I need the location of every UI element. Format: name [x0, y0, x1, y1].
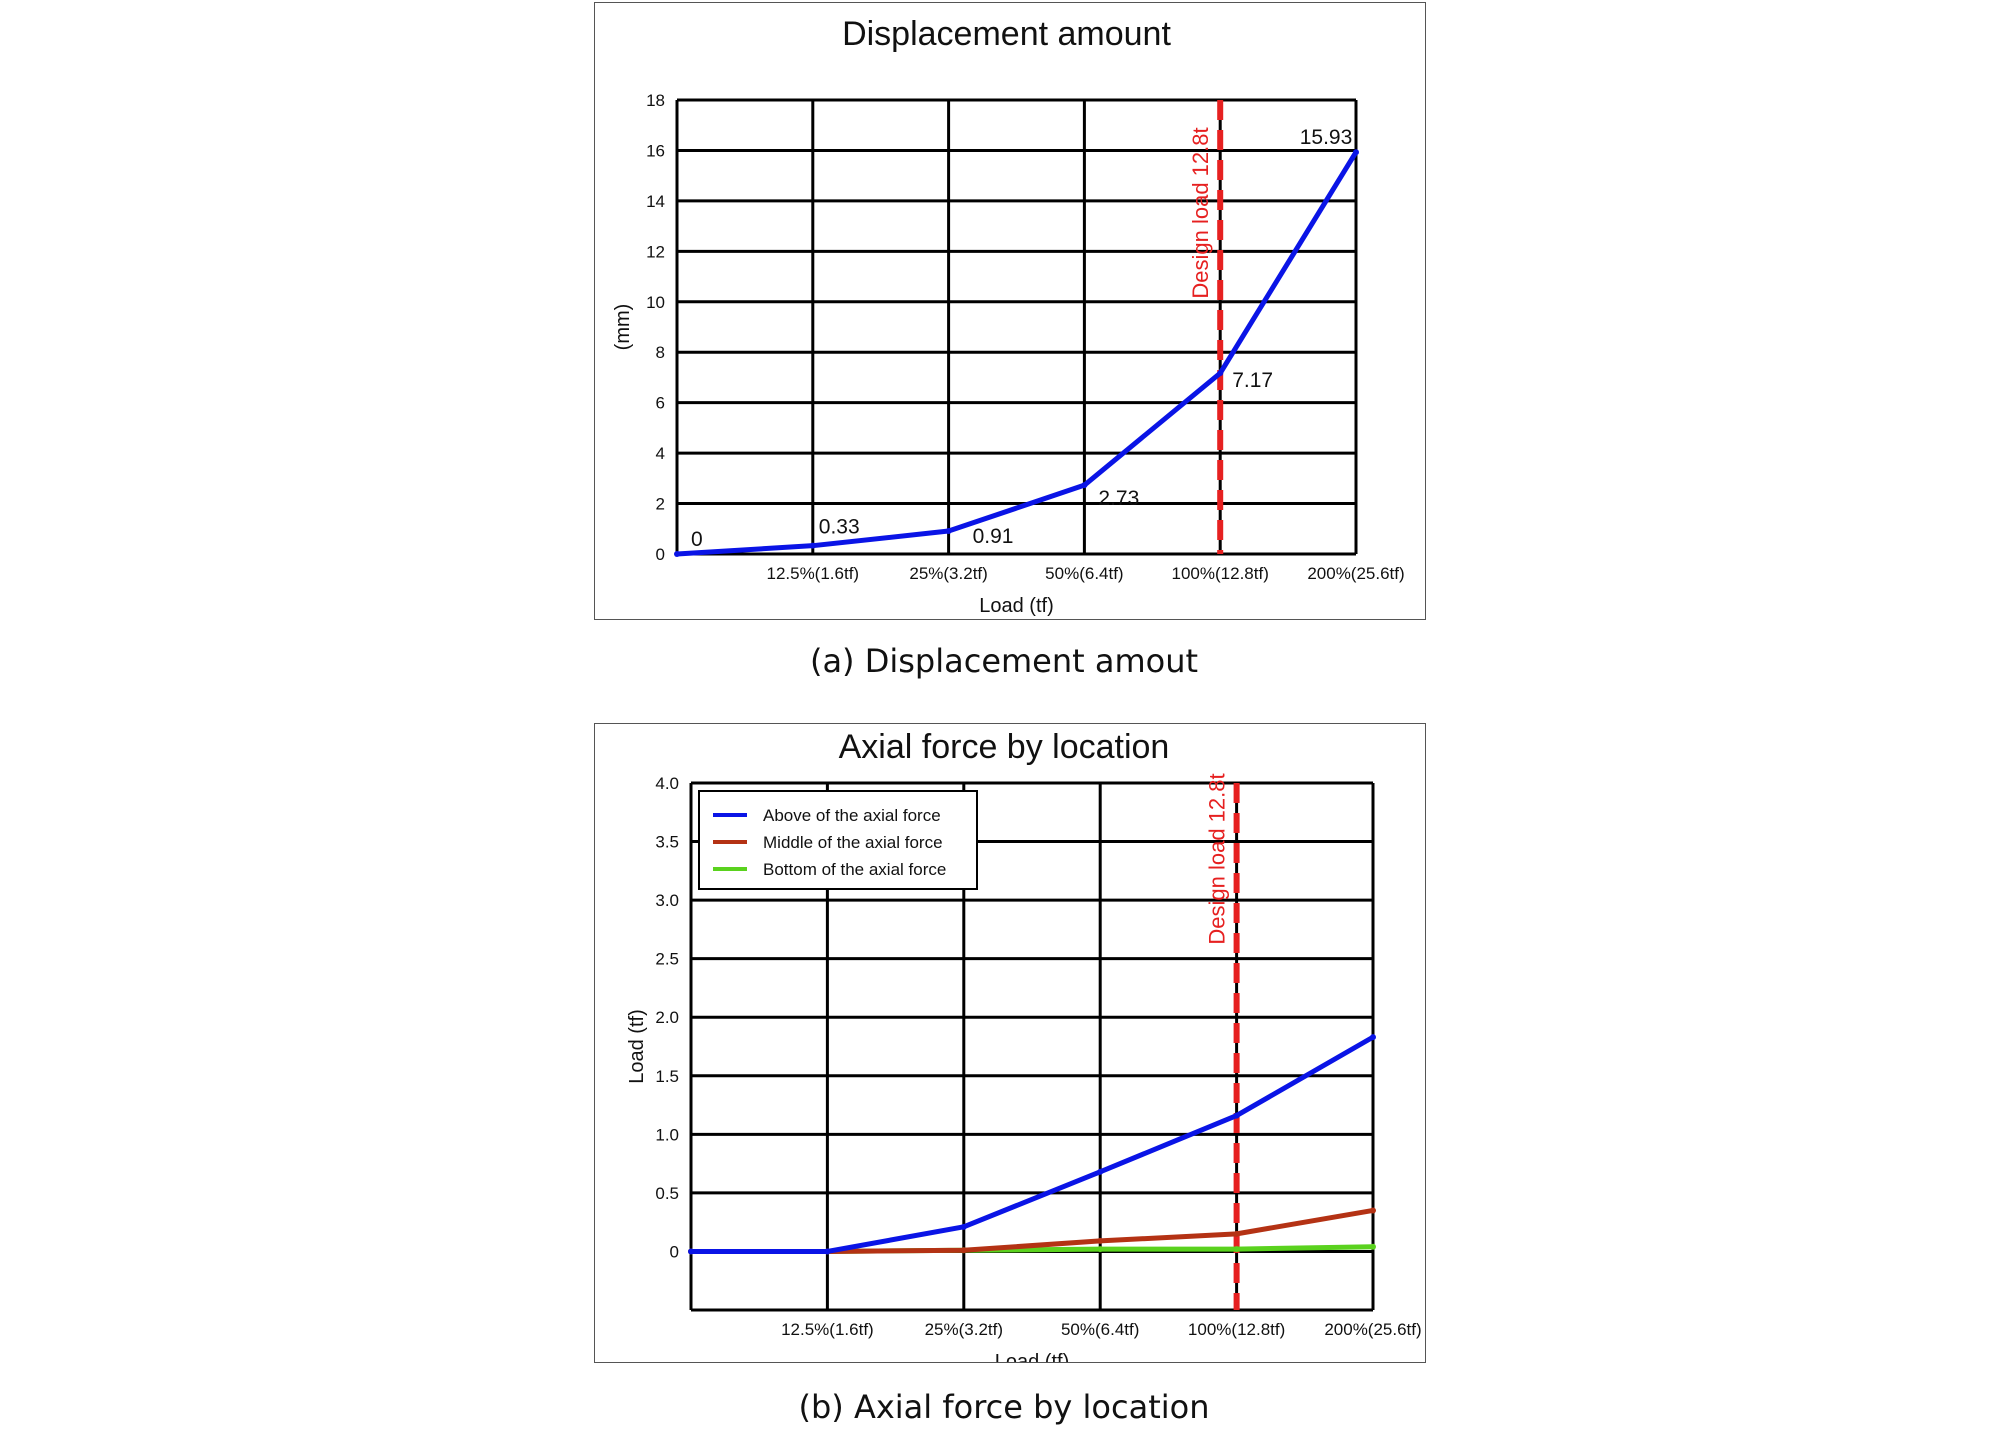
data-label: 7.17 — [1232, 369, 1273, 392]
y-tick-label: 2.0 — [655, 1008, 679, 1027]
y-tick-label: 8 — [656, 343, 665, 362]
x-tick-label: 25%(3.2tf) — [909, 564, 987, 583]
chart-title: Displacement amount — [842, 15, 1171, 53]
y-tick-label: 0 — [670, 1242, 679, 1261]
displacement-chart: Displacement amount 0 2 4 6 8 10 12 14 16 18 12.5%(… — [612, 15, 1405, 617]
data-label: 2.73 — [1098, 487, 1139, 510]
chart-title: Axial force by location — [839, 728, 1170, 766]
y-tick-label: 0 — [656, 545, 665, 564]
legend-label: Bottom of the axial force — [763, 860, 946, 879]
design-load-label: Design load 12.8t — [1205, 773, 1230, 944]
data-label: 0 — [691, 528, 703, 551]
data-point — [1217, 370, 1224, 377]
data-label: 0.33 — [819, 516, 860, 539]
y-tick-label: 12 — [646, 242, 665, 261]
y-tick-label: 2 — [656, 495, 665, 514]
chart-a-panel: Displacement amount 0 2 4 6 8 10 12 14 16 18 12.5%(… — [594, 2, 1426, 620]
y-tick-label: 4.0 — [655, 774, 679, 793]
x-tick-label: 100%(12.8tf) — [1188, 1320, 1285, 1339]
series-line — [691, 1034, 1375, 1254]
legend-label: Middle of the axial force — [763, 833, 943, 852]
x-tick-label: 50%(6.4tf) — [1061, 1320, 1139, 1339]
y-tick-label: 4 — [656, 444, 665, 463]
data-point — [1097, 1246, 1104, 1253]
x-tick-label: 12.5%(1.6tf) — [766, 564, 859, 583]
y-tick-label: 1.0 — [655, 1125, 679, 1144]
y-tick-label: 10 — [646, 293, 665, 312]
data-point — [1081, 482, 1088, 489]
data-point — [960, 1247, 967, 1254]
y-axis-label: Load (tf) — [626, 1009, 648, 1083]
x-tick-label: 12.5%(1.6tf) — [781, 1320, 874, 1339]
y-tick-label: 2.5 — [655, 950, 679, 969]
data-point — [1233, 1246, 1240, 1253]
y-tick-label: 1.5 — [655, 1067, 679, 1086]
data-label: 0.91 — [973, 525, 1014, 548]
chart-b-caption: (b) Axial force by location — [798, 1388, 1210, 1426]
data-point — [1370, 1207, 1376, 1214]
x-tick-label: 100%(12.8tf) — [1172, 564, 1269, 583]
y-tick-label: 3.5 — [655, 833, 679, 852]
data-point — [824, 1248, 831, 1255]
y-tick-label: 18 — [646, 91, 665, 110]
data-point — [688, 1248, 694, 1255]
data-point — [1097, 1168, 1104, 1175]
chart-b-panel: Axial force by location 0 0.5 1.0 1.5 2.0 2.5 3… — [594, 723, 1426, 1363]
y-tick-label: 6 — [656, 394, 665, 413]
data-point — [1097, 1237, 1104, 1244]
y-tick-label: 14 — [646, 192, 665, 211]
data-point — [1233, 1112, 1240, 1119]
x-axis-label: Load (tf) — [979, 595, 1053, 617]
x-tick-label: 200%(25.6tf) — [1307, 564, 1404, 583]
series-line — [676, 150, 1359, 557]
chart-a-caption: (a) Displacement amout — [809, 642, 1199, 680]
y-axis-label: (mm) — [612, 304, 634, 351]
data-point — [1353, 149, 1359, 156]
data-point — [960, 1223, 967, 1230]
series-line — [691, 1207, 1374, 1254]
data-label: 15.93 — [1300, 126, 1353, 149]
data-point — [945, 528, 952, 535]
data-point — [1233, 1230, 1240, 1237]
axial-force-chart: Axial force by location 0 0.5 1.0 1.5 2.0 2.5 3… — [626, 728, 1422, 1362]
legend-box — [698, 790, 978, 890]
data-point — [1370, 1034, 1376, 1041]
data-point — [1370, 1243, 1376, 1250]
x-axis-label: Load (tf) — [995, 1351, 1069, 1362]
x-tick-label: 50%(6.4tf) — [1045, 564, 1123, 583]
x-tick-label: 200%(25.6tf) — [1324, 1320, 1421, 1339]
data-point — [809, 542, 816, 549]
y-tick-label: 3.0 — [655, 891, 679, 910]
design-load-label: Design load 12.8t — [1188, 127, 1213, 298]
data-point — [674, 551, 680, 557]
x-tick-label: 25%(3.2tf) — [925, 1320, 1003, 1339]
y-tick-label: 16 — [646, 141, 665, 160]
y-tick-label: 0.5 — [655, 1184, 679, 1203]
legend-label: Above of the axial force — [763, 806, 941, 825]
